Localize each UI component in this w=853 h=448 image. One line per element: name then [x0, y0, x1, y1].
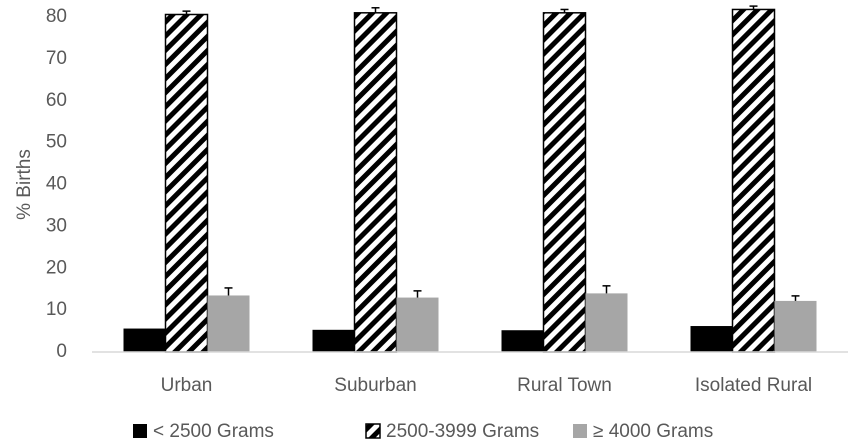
y-tick-label: 0 [56, 341, 67, 362]
bar-isolated-rural-series-1 [690, 326, 733, 352]
bar-isolated-rural-series-2 [731, 8, 776, 353]
y-tick-label: 30 [46, 215, 67, 236]
legend-swatch-2 [365, 423, 381, 439]
y-axis-title: % Births [14, 149, 35, 220]
bar-suburban-series-2 [353, 12, 398, 353]
legend-label-2: 2500-3999 Grams [386, 421, 539, 442]
y-tick-label: 70 [46, 48, 67, 69]
bar-urban-series-1 [123, 328, 166, 352]
y-tick-label: 40 [46, 174, 67, 195]
bar-isolated-rural-series-3 [774, 300, 817, 352]
legend-label-3: ≥ 4000 Grams [593, 421, 713, 442]
x-category-label: Rural Town [517, 375, 612, 396]
bar-suburban-series-1 [312, 329, 355, 352]
error-bars-group [182, 5, 800, 301]
x-category-label: Suburban [334, 375, 416, 396]
legend-swatch-1 [133, 424, 147, 438]
y-tick-label: 60 [46, 90, 67, 111]
bar-suburban-series-3 [396, 297, 439, 352]
x-axis-labels: Urban Suburban Rural Town Isolated Rural [161, 375, 812, 396]
bar-urban-series-3 [207, 295, 250, 352]
legend-swatch-3 [573, 424, 587, 438]
legend: < 2500 Grams 2500-3999 Grams ≥ 4000 Grams [133, 421, 713, 442]
bar-rural-town-series-3 [585, 293, 628, 352]
bar-rural-town-series-1 [501, 330, 544, 352]
y-tick-label: 80 [46, 6, 67, 27]
y-tick-label: 10 [46, 299, 67, 320]
bars-group [123, 8, 817, 353]
y-axis-ticks: 0 10 20 30 40 50 60 70 80 [46, 6, 67, 362]
y-tick-label: 50 [46, 132, 67, 153]
bar-urban-series-2 [164, 13, 209, 353]
y-tick-label: 20 [46, 257, 67, 278]
legend-label-1: < 2500 Grams [153, 421, 274, 442]
x-category-label: Isolated Rural [695, 375, 812, 396]
bar-rural-town-series-2 [542, 12, 587, 353]
x-category-label: Urban [161, 375, 213, 396]
